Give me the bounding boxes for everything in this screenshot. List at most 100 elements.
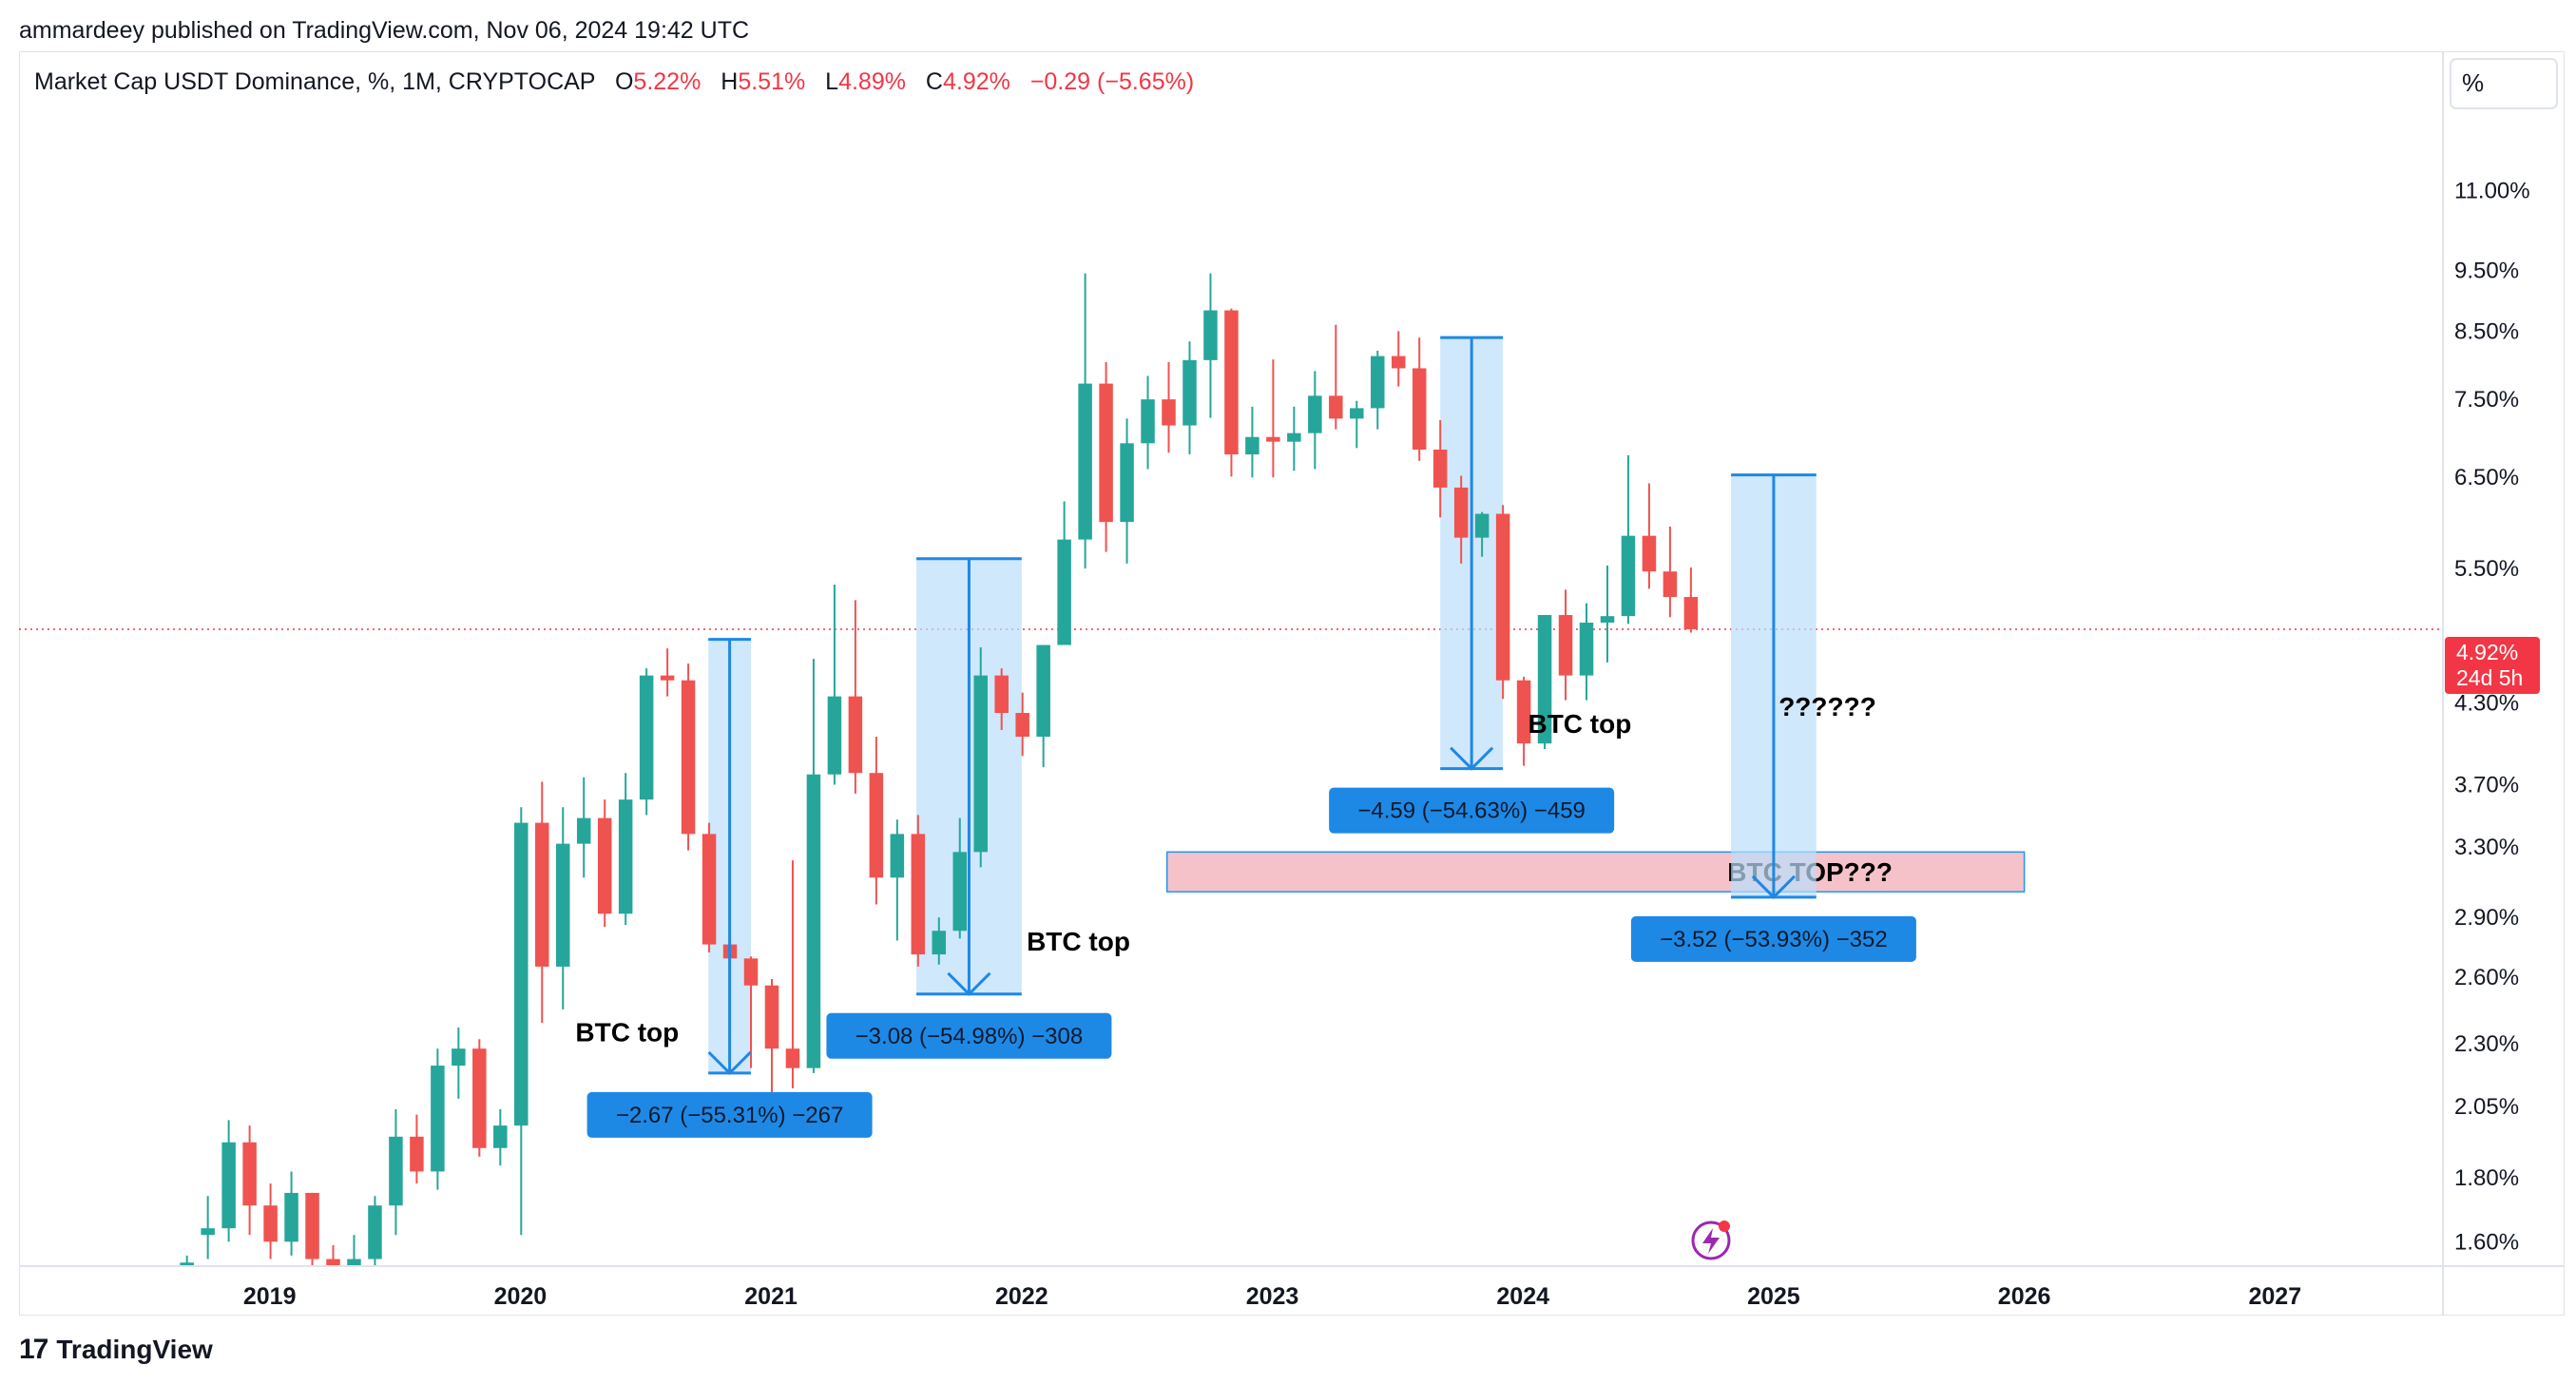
tradingview-logo-icon: 17	[19, 1334, 48, 1365]
candle-body	[764, 985, 779, 1049]
candle-body	[681, 680, 696, 835]
candle-body	[1036, 644, 1050, 738]
candle-body	[1308, 395, 1322, 433]
price-tick-label: 2.90%	[2454, 905, 2519, 931]
candle-body	[702, 834, 717, 945]
open-label: O	[614, 68, 634, 95]
candle-body	[535, 822, 549, 967]
candle-body	[410, 1136, 424, 1172]
price-tick-label: 2.05%	[2454, 1094, 2519, 1120]
candle-body	[1224, 310, 1239, 455]
candle-body	[932, 931, 947, 955]
time-tick-label: 2023	[1246, 1283, 1299, 1310]
candle-body	[1015, 713, 1029, 738]
candle-body	[1203, 310, 1218, 360]
candle-body	[1432, 449, 1448, 488]
measure-label-1: −2.67 (−55.31%) −267	[616, 1103, 844, 1128]
chart-frame	[19, 51, 2565, 1316]
time-tick-label: 2027	[2249, 1283, 2302, 1310]
open-value: 5.22%	[633, 68, 702, 95]
price-tick-label: 8.50%	[2454, 318, 2519, 344]
measure-arrow-head	[1450, 746, 1494, 771]
measure-label-box	[586, 1091, 873, 1138]
time-tick-label: 2021	[744, 1283, 798, 1310]
candle-body	[1245, 436, 1259, 455]
candle-body	[1579, 623, 1594, 676]
candle-body	[1642, 535, 1657, 572]
candle-body	[326, 1259, 340, 1266]
candle-body	[201, 1228, 215, 1236]
bar-countdown: 24d 5h	[2456, 665, 2523, 690]
low-label: L	[825, 68, 839, 95]
candle-body	[1537, 615, 1552, 744]
candle-body	[973, 675, 988, 853]
price-tick-label: 3.70%	[2454, 772, 2519, 798]
symbol-name[interactable]: Market Cap USDT Dominance, %, 1M, CRYPTO…	[34, 68, 596, 95]
candle-body	[869, 773, 884, 878]
candle-body	[221, 1142, 236, 1229]
candle-body	[1287, 432, 1301, 442]
price-tick-label: 2.30%	[2454, 1031, 2519, 1057]
candle-body	[1600, 616, 1615, 624]
high-value: 5.51%	[738, 68, 806, 95]
candle-body	[1453, 487, 1469, 538]
candle-body	[911, 834, 926, 955]
candle-body	[618, 799, 633, 914]
time-tick-label: 2020	[494, 1283, 548, 1310]
candle-body	[1391, 356, 1406, 369]
candle-body	[1412, 368, 1427, 450]
candle-body	[305, 1192, 319, 1259]
measure-label-3: −4.59 (−54.63%) −459	[1357, 798, 1586, 824]
percent-scale-button[interactable]	[2450, 58, 2558, 109]
candle-body	[1266, 436, 1280, 442]
candle-body	[827, 696, 842, 775]
candle-body	[1350, 408, 1364, 419]
price-tick-label: 6.50%	[2454, 465, 2519, 490]
candle-body	[555, 843, 570, 967]
last-price-tag	[2445, 637, 2540, 694]
time-tick-label: 2025	[1747, 1283, 1800, 1310]
tradingview-brand[interactable]: 17 TradingView	[19, 1334, 213, 1366]
candle-body	[1558, 615, 1573, 676]
candle-body	[493, 1125, 508, 1148]
candle-body	[242, 1142, 257, 1206]
symbol-legend: Market Cap USDT Dominance, %, 1M, CRYPTO…	[34, 68, 1194, 96]
candle-body	[1182, 359, 1197, 426]
candle-body	[806, 774, 821, 1068]
close-value: 4.92%	[942, 68, 1010, 95]
measure-arrow-head	[1751, 875, 1796, 899]
price-tick-label: 11.00%	[2454, 178, 2530, 203]
candle-body	[1371, 356, 1385, 409]
last-price-value: 4.92%	[2456, 640, 2518, 664]
candle-body	[1057, 539, 1071, 645]
price-tick-label: 1.60%	[2454, 1229, 2519, 1255]
candle-body	[890, 834, 905, 878]
lightning-icon[interactable]	[1691, 1221, 1731, 1260]
price-tick-label: 5.50%	[2454, 556, 2519, 582]
candle-body	[1162, 399, 1176, 426]
chart-annotation: BTC top	[575, 1018, 679, 1048]
chart-annotation: BTC top	[1027, 927, 1130, 956]
candle-body	[1329, 395, 1343, 419]
candle-body	[639, 675, 654, 800]
candle-body	[1099, 383, 1113, 523]
candle-body	[431, 1066, 445, 1172]
measure-label-box	[1329, 787, 1615, 834]
price-tick-label: 4.30%	[2454, 690, 2519, 716]
time-axis[interactable]: 2019 2020 2021 2022 2023 2024 2025 2026 2027	[243, 1283, 2301, 1310]
candle-body	[597, 817, 612, 914]
measure-arrow-head	[947, 971, 991, 996]
candle-body	[1621, 535, 1636, 617]
candle-body	[994, 675, 1009, 714]
chart-annotation: ??????	[1778, 692, 1876, 721]
candle-body	[848, 696, 863, 774]
measure-label-box	[1630, 915, 1916, 962]
candle-body	[284, 1192, 298, 1242]
time-tick-label: 2019	[243, 1283, 297, 1310]
measure-label-box	[826, 1012, 1112, 1059]
chart-annotation: BTC top	[1528, 709, 1631, 739]
candle-body	[1474, 513, 1490, 538]
candle-body	[1078, 383, 1092, 540]
high-label: H	[721, 68, 739, 95]
